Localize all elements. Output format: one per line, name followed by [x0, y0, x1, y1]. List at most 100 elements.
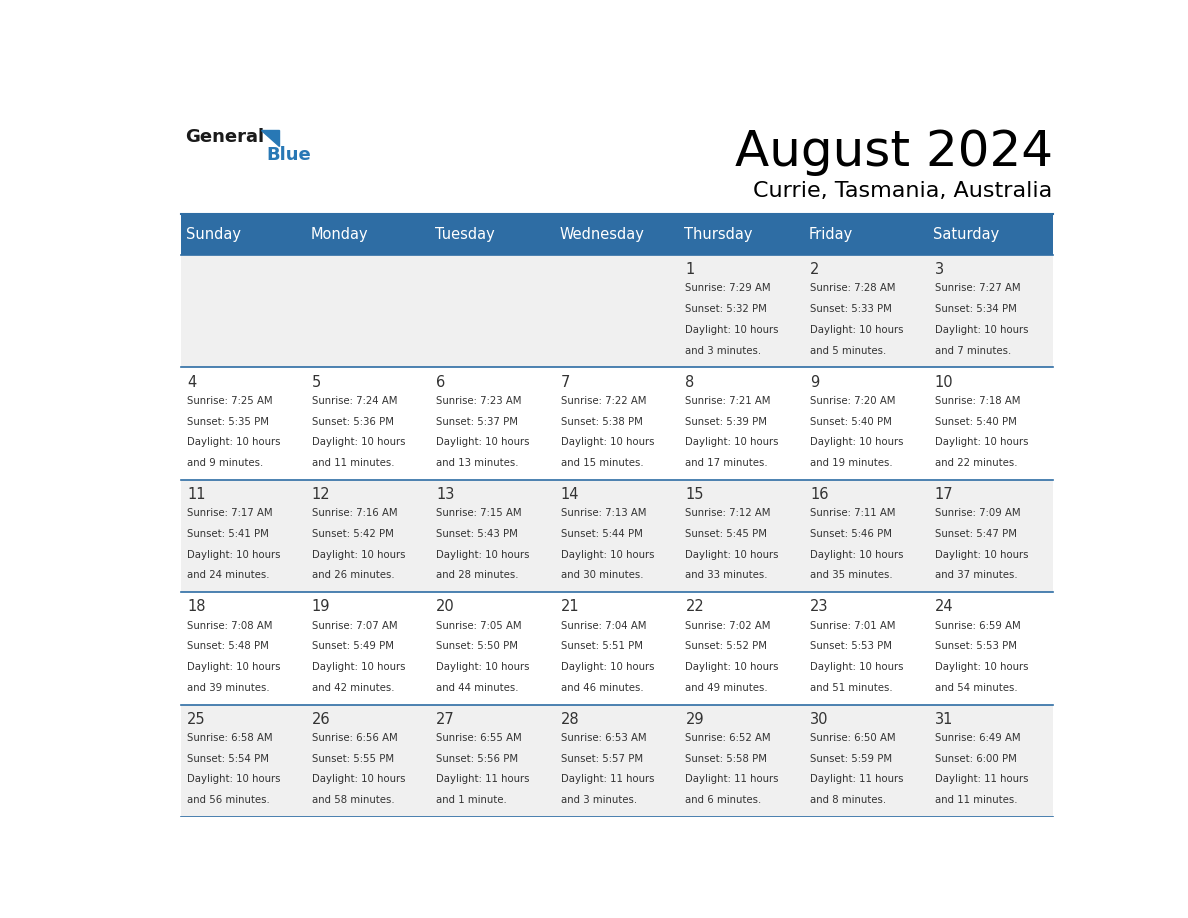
- Text: Daylight: 11 hours: Daylight: 11 hours: [561, 775, 655, 785]
- Text: Sunrise: 7:24 AM: Sunrise: 7:24 AM: [311, 396, 397, 406]
- Text: and 35 minutes.: and 35 minutes.: [810, 570, 892, 580]
- Text: Sunset: 5:40 PM: Sunset: 5:40 PM: [810, 417, 892, 427]
- Text: and 54 minutes.: and 54 minutes.: [935, 683, 1017, 693]
- Text: Sunrise: 6:52 AM: Sunrise: 6:52 AM: [685, 733, 771, 743]
- Text: Daylight: 10 hours: Daylight: 10 hours: [810, 437, 903, 447]
- Text: and 37 minutes.: and 37 minutes.: [935, 570, 1017, 580]
- Text: 14: 14: [561, 487, 580, 502]
- Text: Sunrise: 7:01 AM: Sunrise: 7:01 AM: [810, 621, 896, 631]
- Text: Saturday: Saturday: [933, 227, 999, 242]
- Text: Sunset: 5:39 PM: Sunset: 5:39 PM: [685, 417, 767, 427]
- Text: Sunrise: 6:55 AM: Sunrise: 6:55 AM: [436, 733, 522, 743]
- Text: Daylight: 10 hours: Daylight: 10 hours: [810, 550, 903, 560]
- Text: Sunset: 5:59 PM: Sunset: 5:59 PM: [810, 754, 892, 764]
- Text: 10: 10: [935, 375, 953, 389]
- Text: Tuesday: Tuesday: [435, 227, 494, 242]
- Bar: [181, 705, 1053, 817]
- Text: Sunset: 5:56 PM: Sunset: 5:56 PM: [436, 754, 518, 764]
- Text: Sunrise: 6:49 AM: Sunrise: 6:49 AM: [935, 733, 1020, 743]
- Text: Sunset: 5:37 PM: Sunset: 5:37 PM: [436, 417, 518, 427]
- Text: Sunrise: 7:04 AM: Sunrise: 7:04 AM: [561, 621, 646, 631]
- Text: Sunset: 5:48 PM: Sunset: 5:48 PM: [188, 642, 268, 651]
- Text: 12: 12: [311, 487, 330, 502]
- Text: Daylight: 11 hours: Daylight: 11 hours: [935, 775, 1028, 785]
- Text: 9: 9: [810, 375, 820, 389]
- Text: Sunset: 5:57 PM: Sunset: 5:57 PM: [561, 754, 643, 764]
- Text: Sunrise: 7:11 AM: Sunrise: 7:11 AM: [810, 509, 896, 518]
- Text: Sunrise: 7:18 AM: Sunrise: 7:18 AM: [935, 396, 1020, 406]
- Text: Sunset: 5:46 PM: Sunset: 5:46 PM: [810, 529, 892, 539]
- Text: Sunset: 5:38 PM: Sunset: 5:38 PM: [561, 417, 643, 427]
- Text: and 3 minutes.: and 3 minutes.: [561, 795, 637, 805]
- Text: and 15 minutes.: and 15 minutes.: [561, 458, 644, 468]
- Text: 26: 26: [311, 711, 330, 727]
- Text: Daylight: 10 hours: Daylight: 10 hours: [685, 550, 779, 560]
- Text: and 3 minutes.: and 3 minutes.: [685, 346, 762, 355]
- Text: 2: 2: [810, 263, 820, 277]
- Text: and 26 minutes.: and 26 minutes.: [311, 570, 394, 580]
- Text: and 33 minutes.: and 33 minutes.: [685, 570, 767, 580]
- Text: and 28 minutes.: and 28 minutes.: [436, 570, 519, 580]
- Text: 23: 23: [810, 599, 828, 614]
- Text: Sunrise: 7:23 AM: Sunrise: 7:23 AM: [436, 396, 522, 406]
- Text: Sunset: 5:49 PM: Sunset: 5:49 PM: [311, 642, 393, 651]
- Text: Friday: Friday: [809, 227, 853, 242]
- Text: and 7 minutes.: and 7 minutes.: [935, 346, 1011, 355]
- Text: Sunrise: 7:13 AM: Sunrise: 7:13 AM: [561, 509, 646, 518]
- Text: Sunset: 5:55 PM: Sunset: 5:55 PM: [311, 754, 394, 764]
- Text: 27: 27: [436, 711, 455, 727]
- Text: 22: 22: [685, 599, 704, 614]
- Text: Daylight: 11 hours: Daylight: 11 hours: [810, 775, 903, 785]
- Text: Daylight: 10 hours: Daylight: 10 hours: [935, 325, 1028, 335]
- Text: Sunset: 5:45 PM: Sunset: 5:45 PM: [685, 529, 767, 539]
- Text: 25: 25: [188, 711, 206, 727]
- Text: and 24 minutes.: and 24 minutes.: [188, 570, 270, 580]
- Text: Monday: Monday: [310, 227, 368, 242]
- Text: Daylight: 10 hours: Daylight: 10 hours: [561, 550, 655, 560]
- Text: 11: 11: [188, 487, 206, 502]
- Text: Daylight: 10 hours: Daylight: 10 hours: [561, 437, 655, 447]
- Text: Sunset: 5:50 PM: Sunset: 5:50 PM: [436, 642, 518, 651]
- Text: and 22 minutes.: and 22 minutes.: [935, 458, 1017, 468]
- Text: Sunrise: 7:28 AM: Sunrise: 7:28 AM: [810, 284, 896, 294]
- Text: Sunset: 5:58 PM: Sunset: 5:58 PM: [685, 754, 767, 764]
- Text: and 1 minute.: and 1 minute.: [436, 795, 507, 805]
- Bar: [181, 480, 1053, 592]
- Text: Blue: Blue: [266, 145, 311, 163]
- Text: Sunset: 5:40 PM: Sunset: 5:40 PM: [935, 417, 1017, 427]
- Text: 7: 7: [561, 375, 570, 389]
- Text: Daylight: 10 hours: Daylight: 10 hours: [311, 550, 405, 560]
- Text: Sunrise: 7:27 AM: Sunrise: 7:27 AM: [935, 284, 1020, 294]
- Text: Sunset: 5:34 PM: Sunset: 5:34 PM: [935, 304, 1017, 314]
- Text: 3: 3: [935, 263, 943, 277]
- Bar: [181, 255, 1053, 367]
- Text: 18: 18: [188, 599, 206, 614]
- Text: Sunset: 5:54 PM: Sunset: 5:54 PM: [188, 754, 270, 764]
- Text: Daylight: 10 hours: Daylight: 10 hours: [935, 550, 1028, 560]
- Text: and 49 minutes.: and 49 minutes.: [685, 683, 767, 693]
- Text: 16: 16: [810, 487, 828, 502]
- Text: Sunrise: 7:21 AM: Sunrise: 7:21 AM: [685, 396, 771, 406]
- Text: Sunset: 6:00 PM: Sunset: 6:00 PM: [935, 754, 1017, 764]
- Text: Sunrise: 6:53 AM: Sunrise: 6:53 AM: [561, 733, 646, 743]
- Text: 30: 30: [810, 711, 828, 727]
- Text: Daylight: 10 hours: Daylight: 10 hours: [311, 437, 405, 447]
- Text: Sunrise: 7:09 AM: Sunrise: 7:09 AM: [935, 509, 1020, 518]
- Text: and 39 minutes.: and 39 minutes.: [188, 683, 270, 693]
- Text: and 8 minutes.: and 8 minutes.: [810, 795, 886, 805]
- Text: Daylight: 11 hours: Daylight: 11 hours: [685, 775, 779, 785]
- Text: Daylight: 10 hours: Daylight: 10 hours: [561, 662, 655, 672]
- Text: Daylight: 11 hours: Daylight: 11 hours: [436, 775, 530, 785]
- Text: Daylight: 10 hours: Daylight: 10 hours: [188, 550, 280, 560]
- Text: Sunrise: 6:59 AM: Sunrise: 6:59 AM: [935, 621, 1020, 631]
- Text: Daylight: 10 hours: Daylight: 10 hours: [685, 325, 779, 335]
- Text: and 46 minutes.: and 46 minutes.: [561, 683, 644, 693]
- Text: Sunrise: 7:12 AM: Sunrise: 7:12 AM: [685, 509, 771, 518]
- Text: Daylight: 10 hours: Daylight: 10 hours: [311, 662, 405, 672]
- Text: Sunrise: 7:20 AM: Sunrise: 7:20 AM: [810, 396, 896, 406]
- Text: 31: 31: [935, 711, 953, 727]
- Bar: [181, 367, 1053, 480]
- Text: Wednesday: Wednesday: [560, 227, 644, 242]
- Text: and 44 minutes.: and 44 minutes.: [436, 683, 519, 693]
- Text: 4: 4: [188, 375, 196, 389]
